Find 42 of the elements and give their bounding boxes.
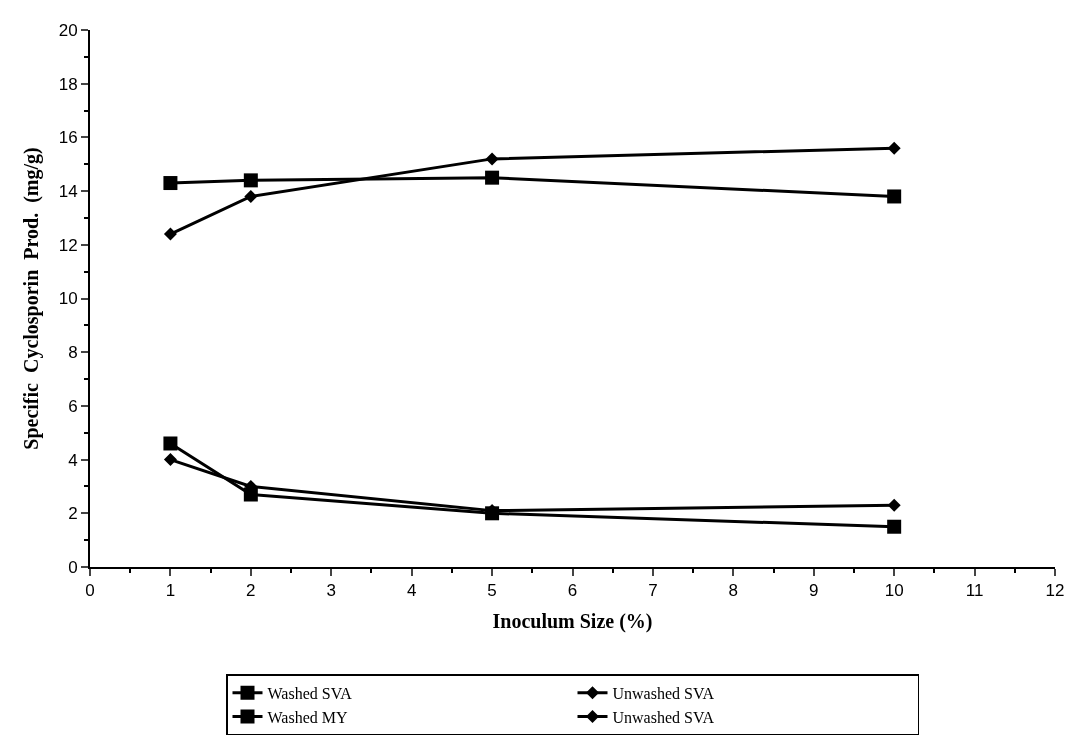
x-tick-label: 1 (165, 581, 176, 601)
point (163, 227, 177, 241)
point (887, 519, 902, 534)
y-tick-label: 0 (68, 557, 78, 577)
x-tick-label: 11 (965, 581, 984, 601)
point (887, 498, 901, 512)
point (485, 170, 500, 185)
y-tick-label: 16 (58, 128, 78, 148)
y-axis-title: Specific Cyclosporin Prod. (mg/g) (19, 147, 43, 450)
x-tick-label: 0 (85, 581, 95, 601)
x-tick-label: 7 (648, 581, 658, 601)
x-tick-label: 6 (567, 581, 578, 601)
x-tick-label: 9 (809, 581, 819, 601)
legend-label: Washed MY (267, 708, 348, 726)
x-axis-title: Inoculum Size (%) (492, 610, 653, 634)
x-tick-label: 5 (487, 581, 497, 601)
y-tick-label: 18 (58, 74, 78, 94)
point (163, 436, 178, 451)
x-tick-label: 8 (728, 581, 739, 601)
y-tick-label: 6 (68, 396, 78, 416)
point (163, 176, 178, 191)
x-tick-label: 2 (246, 581, 256, 601)
point (243, 173, 258, 188)
point (887, 189, 902, 204)
x-tick-label: 4 (406, 581, 417, 601)
point (163, 453, 177, 467)
x-tick-label: 10 (884, 581, 904, 601)
y-tick-label: 14 (58, 182, 78, 202)
point (887, 141, 901, 155)
legend-label: Unwashed SVA (612, 708, 715, 726)
y-tick-label: 8 (68, 343, 78, 363)
y-tick-label: 4 (68, 450, 78, 470)
point (244, 189, 258, 203)
y-tick-label: 12 (58, 235, 78, 255)
legend-label: Washed SVA (267, 685, 353, 703)
y-tick-label: 20 (58, 20, 78, 40)
point (485, 152, 499, 166)
legend-label: Unwashed SVA (612, 685, 715, 703)
y-tick-label: 2 (68, 504, 78, 524)
y-tick-label: 10 (58, 289, 78, 309)
x-tick-label: 12 (1045, 581, 1065, 601)
x-tick-label: 3 (326, 581, 336, 601)
